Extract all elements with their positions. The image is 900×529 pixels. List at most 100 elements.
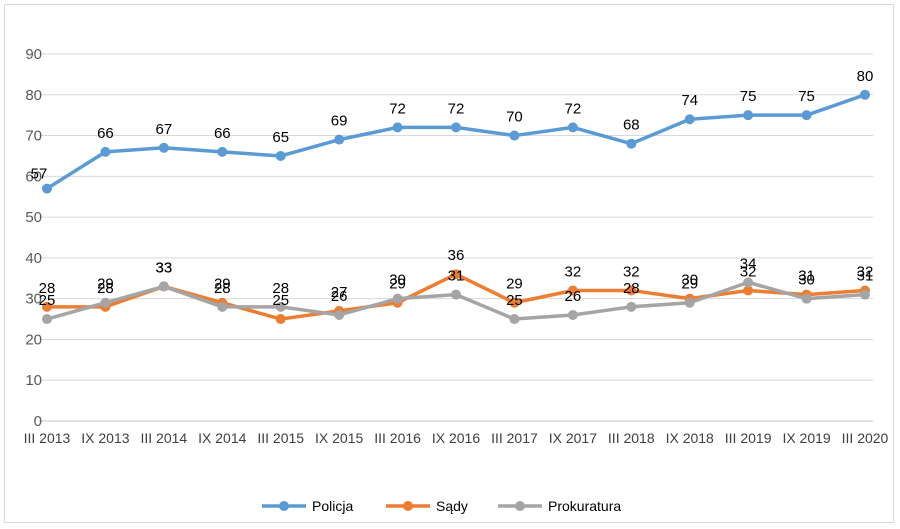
data-label-s-dy: 27: [331, 284, 348, 301]
x-tick-label: IX 2014: [198, 430, 246, 446]
x-tick-label: IX 2016: [432, 430, 480, 446]
y-tick-label: 90: [25, 46, 42, 63]
data-label-policja: 70: [506, 109, 523, 126]
x-tick-label: III 2020: [842, 430, 889, 446]
data-label-prokuratura: 31: [857, 268, 874, 285]
y-tick-label: 70: [25, 128, 42, 145]
x-tick-label: III 2019: [725, 430, 772, 446]
data-label-s-dy: 33: [156, 259, 173, 276]
series-group: [42, 89, 870, 325]
legend-label: Prokuratura: [548, 498, 621, 514]
point-policja: [509, 130, 520, 141]
point-policja: [860, 89, 870, 100]
y-tick-label: 80: [25, 87, 42, 104]
x-tick-label: IX 2017: [549, 430, 597, 446]
y-tick-label: 50: [25, 209, 42, 226]
x-tick-label: III 2017: [491, 430, 538, 446]
point-prokuratura: [451, 289, 461, 300]
data-label-s-dy: 32: [565, 264, 582, 281]
data-label-s-dy: 28: [97, 280, 114, 297]
data-label-s-dy: 29: [389, 276, 406, 293]
data-label-s-dy: 32: [623, 264, 640, 281]
data-label-prokuratura: 28: [623, 280, 640, 297]
point-s-dy: [451, 269, 461, 280]
data-label-s-dy: 29: [214, 276, 231, 293]
point-prokuratura: [217, 301, 228, 312]
y-axis: 0 10 20 30 40 50 60 70 80 90: [25, 46, 42, 430]
point-prokuratura: [158, 281, 169, 292]
data-label-prokuratura: 30: [798, 272, 815, 289]
point-policja: [567, 122, 578, 133]
point-policja: [275, 150, 286, 161]
point-policja: [392, 122, 403, 133]
data-label-s-dy: 25: [272, 292, 289, 309]
data-label-prokuratura: 28: [272, 280, 289, 297]
point-s-dy: [626, 285, 637, 296]
point-s-dy: [509, 297, 520, 308]
data-label-policja: 68: [623, 117, 640, 134]
data-label-s-dy: 32: [857, 264, 874, 281]
data-label-policja: 72: [389, 100, 406, 117]
point-s-dy: [743, 285, 754, 296]
data-label-prokuratura: 25: [506, 292, 523, 309]
data-label-policja: 72: [565, 100, 582, 117]
legend-label: Sądy: [436, 498, 468, 514]
data-label-policja: 69: [331, 113, 348, 130]
x-tick-label: IX 2019: [782, 430, 830, 446]
point-prokuratura: [334, 309, 345, 320]
point-prokuratura: [626, 301, 637, 312]
data-label-prokuratura: 29: [97, 276, 114, 293]
data-label-policja: 67: [156, 121, 173, 138]
point-prokuratura: [801, 293, 812, 304]
data-label-prokuratura: 30: [389, 272, 406, 289]
data-label-policja: 66: [97, 125, 114, 142]
x-tick-label: IX 2015: [315, 430, 363, 446]
point-s-dy: [42, 301, 52, 312]
legend-item-s-dy: Sądy: [386, 498, 468, 514]
y-tick-label: 30: [25, 291, 42, 308]
y-tick-label: 40: [25, 250, 42, 267]
x-tick-label: III 2013: [24, 430, 71, 446]
x-tick-label: IX 2013: [81, 430, 129, 446]
point-policja: [42, 183, 52, 194]
point-policja: [743, 110, 754, 121]
point-policja: [334, 134, 345, 145]
x-tick-label: III 2014: [141, 430, 188, 446]
data-label-policja: 75: [798, 88, 815, 105]
data-label-policja: 75: [740, 88, 757, 105]
gridlines: [39, 53, 873, 422]
data-label-s-dy: 32: [740, 264, 757, 281]
legend: Policja Sądy Prokuratura: [262, 498, 621, 514]
x-tick-label: IX 2018: [666, 430, 714, 446]
point-prokuratura: [509, 314, 520, 325]
y-tick-label: 10: [25, 372, 42, 389]
data-label-prokuratura: 31: [448, 268, 465, 285]
x-axis: III 2013 IX 2013 III 2014 IX 2014 III 2015 IX…: [24, 430, 889, 446]
legend-label: Policja: [312, 498, 353, 514]
data-label-policja: 74: [681, 92, 698, 109]
data-label-s-dy: 29: [506, 276, 523, 293]
data-label-prokuratura: 29: [681, 276, 698, 293]
point-policja: [684, 114, 695, 125]
point-policja: [158, 142, 169, 153]
x-tick-label: III 2018: [608, 430, 655, 446]
data-label-policja: 72: [448, 100, 465, 117]
point-s-dy: [567, 285, 578, 296]
series-line-prokuratura: [46, 280, 866, 321]
x-tick-label: III 2016: [374, 430, 421, 446]
legend-marker: [279, 501, 289, 511]
chart-frame: [4, 4, 894, 523]
data-label-policja: 66: [214, 125, 231, 142]
data-label-s-dy: 28: [39, 280, 56, 297]
point-s-dy: [275, 314, 286, 325]
data-label-policja: 57: [31, 166, 48, 183]
legend-marker: [403, 501, 413, 511]
data-label-prokuratura: 33: [156, 259, 173, 276]
point-policja: [451, 122, 461, 133]
legend-item-prokuratura: Prokuratura: [498, 498, 621, 514]
point-policja: [100, 146, 111, 157]
data-label-prokuratura: 34: [740, 255, 757, 272]
x-tick-label: III 2015: [257, 430, 304, 446]
